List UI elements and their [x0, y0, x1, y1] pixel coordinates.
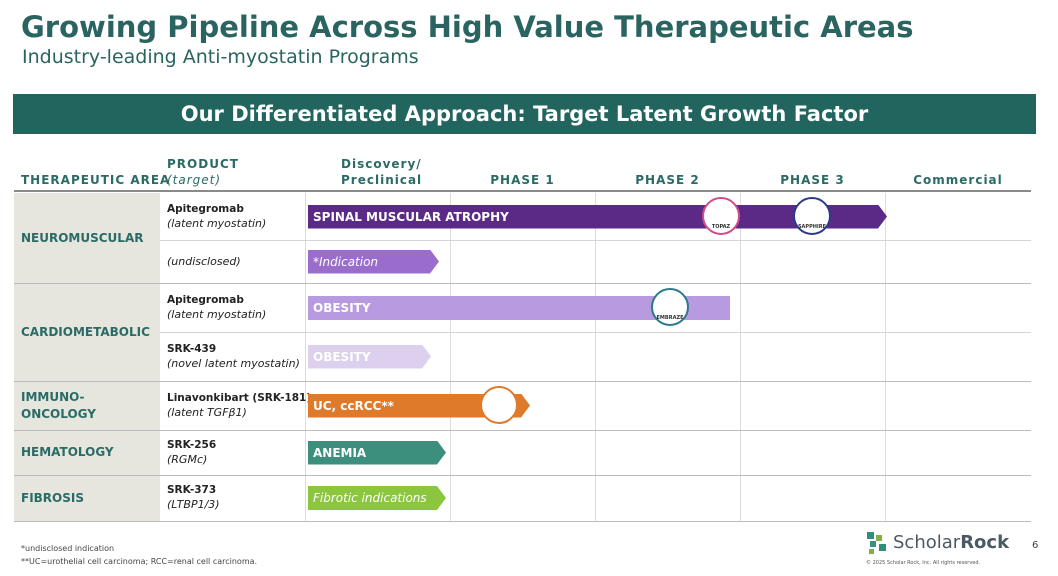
- table-rule: [14, 521, 1031, 522]
- trial-badge: [480, 385, 518, 424]
- product: SRK-373: [167, 484, 217, 496]
- footnote: **UC=urothelial cell carcinoma; RCC=rena…: [21, 557, 258, 566]
- product: Linavonkibart (SRK-181): [167, 391, 312, 404]
- target: (latent TGFβ1): [167, 405, 247, 419]
- product: (undisclosed): [167, 254, 241, 268]
- area-label: HEMATOLOGY: [21, 445, 114, 459]
- copyright: © 2025 Scholar Rock, Inc. All rights res…: [866, 560, 981, 566]
- grid-line: [885, 193, 886, 521]
- area-label: FIBROSIS: [21, 490, 84, 505]
- trial-badge: EMBRAZE: [651, 287, 689, 326]
- column-header: Discovery/ Preclinical: [341, 157, 423, 187]
- column-header: Commercial: [913, 173, 1003, 187]
- row-rule: [14, 430, 1031, 431]
- header-rule: [14, 190, 1031, 192]
- product: SRK-256: [167, 438, 217, 451]
- grid-line: [305, 193, 306, 521]
- target: (latent myostatin): [167, 307, 267, 321]
- subtitle: Industry-leading Anti-myostatin Programs: [22, 46, 419, 68]
- column-header: (target): [167, 173, 222, 187]
- product: SRK-439: [167, 342, 217, 355]
- trial-badge: SAPPHIRE: [793, 196, 831, 235]
- row-rule: [160, 240, 1031, 241]
- title: Growing Pipeline Across High Value Thera…: [21, 10, 914, 44]
- logo-text: ScholarRock: [893, 532, 1009, 553]
- product: Apitegromab: [167, 293, 244, 306]
- footnote: *undisclosed indication: [21, 544, 115, 553]
- area-label: CARDIOMETABOLIC: [21, 324, 150, 339]
- grid-line: [595, 193, 596, 521]
- logo-part: Rock: [960, 532, 1010, 553]
- area-column-bg: [14, 193, 160, 521]
- banner: Our Differentiated Approach: Target Late…: [13, 94, 1036, 134]
- column-header: PHASE 3: [780, 173, 845, 187]
- area-label: IMMUNO- ONCOLOGY: [21, 389, 96, 421]
- pipeline-bar: ANEMIA: [308, 441, 446, 465]
- logo-part: Scholar: [893, 532, 961, 553]
- row-rule: [14, 283, 1031, 284]
- target: (novel latent myostatin): [167, 356, 300, 370]
- row-rule: [160, 332, 1031, 333]
- product: Apitegromab: [167, 202, 244, 215]
- trial-badge: TOPAZ: [702, 196, 740, 235]
- grid-line: [740, 193, 741, 521]
- column-header: PHASE 1: [490, 173, 555, 187]
- row-rule: [14, 475, 1031, 476]
- pipeline-bar: SPINAL MUSCULAR ATROPHY: [308, 205, 887, 229]
- pipeline-bar: OBESITY: [308, 345, 431, 369]
- column-header: THERAPEUTIC AREA: [21, 173, 171, 187]
- target: (latent myostatin): [167, 216, 267, 230]
- area-label: NEUROMUSCULAR: [21, 230, 144, 245]
- grid-line: [450, 193, 451, 521]
- logo-mark: [867, 532, 886, 554]
- target: (LTBP1/3): [167, 498, 220, 511]
- column-header: PRODUCT: [167, 157, 239, 171]
- row-rule: [14, 381, 1031, 382]
- pipeline-bar: *Indication: [308, 250, 439, 274]
- target: (RGMc): [167, 452, 208, 466]
- pipeline-bar: Fibrotic indications: [308, 486, 446, 510]
- column-header: PHASE 2: [635, 173, 700, 187]
- page-number: 6: [1032, 540, 1039, 551]
